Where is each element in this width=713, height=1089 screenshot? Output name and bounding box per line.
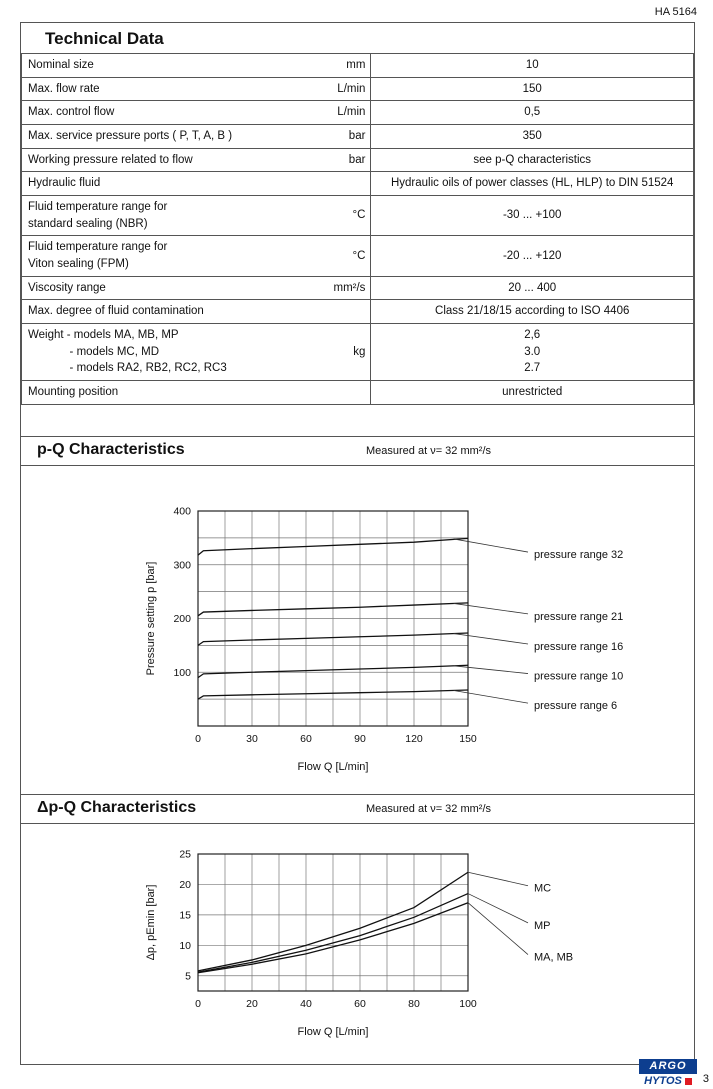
svg-text:60: 60 [354, 998, 366, 1010]
unit-cell: °C [317, 235, 372, 277]
svg-text:120: 120 [405, 733, 423, 745]
param-cell: Fluid temperature range for standard sea… [21, 195, 318, 237]
svg-text:150: 150 [459, 733, 477, 745]
value-cell: unrestricted [370, 380, 694, 405]
unit-cell: mm [317, 53, 372, 78]
logo-red-square-icon [684, 1077, 692, 1085]
unit-cell: mm²/s [317, 275, 372, 301]
value-cell: Class 21/18/15 according to ISO 4406 [370, 299, 694, 325]
svg-text:40: 40 [300, 998, 312, 1010]
value-cell: -30 ... +100 [370, 195, 694, 237]
svg-text:200: 200 [173, 613, 191, 625]
unit-cell: bar [317, 147, 372, 173]
svg-text:20: 20 [179, 879, 191, 891]
param-cell: Fluid temperature range for Viton sealin… [21, 235, 318, 277]
svg-text:60: 60 [300, 733, 312, 745]
value-cell: 150 [370, 76, 694, 102]
argo-hytos-logo: ARGO HYTOS [639, 1059, 697, 1087]
table-row: Viscosity range mm²/s 20 ... 400 [21, 275, 694, 301]
table-row: Max. control flow L/min 0,5 [21, 100, 694, 126]
unit-cell: kg [317, 323, 372, 382]
svg-text:90: 90 [354, 733, 366, 745]
svg-text:400: 400 [173, 506, 191, 518]
value-cell: Hydraulic oils of power classes (HL, HLP… [370, 171, 694, 197]
svg-text:MC: MC [534, 883, 551, 895]
content-frame: Technical Data Nominal size mm 10 Max. flow… [20, 22, 695, 1065]
logo-hytos-text: HYTOS [644, 1075, 682, 1087]
param-cell: Working pressure related to flow [21, 147, 318, 173]
value-cell: -20 ... +120 [370, 235, 694, 277]
pq-chart: 0 30 60 90 120 150 100 200 300 400 Flow Q [L/min] P… [145, 506, 623, 774]
param-cell: Max. degree of fluid contamination [21, 299, 318, 325]
table-row: Max. service pressure ports ( P, T, A, B… [21, 124, 694, 149]
svg-text:MA, MB: MA, MB [534, 952, 573, 964]
param-cell: Max. flow rate [21, 76, 318, 102]
svg-text:300: 300 [173, 559, 191, 571]
svg-text:15: 15 [179, 909, 191, 921]
unit-cell [317, 171, 372, 197]
param-cell: Hydraulic fluid [21, 171, 318, 197]
dpq-section-subtitle: Measured at ν= 32 mm²/s [366, 803, 492, 815]
page-number: 3 [702, 1073, 709, 1085]
value-cell: 20 ... 400 [370, 275, 694, 301]
dpq-section-title: Δp-Q Characteristics [37, 799, 197, 816]
svg-text:Flow Q [L/min]: Flow Q [L/min] [298, 761, 369, 773]
svg-text:Pressure setting p [bar]: Pressure setting p [bar] [145, 562, 157, 676]
unit-cell: L/min [317, 100, 372, 126]
svg-text:30: 30 [246, 733, 258, 745]
unit-cell: °C [317, 195, 372, 237]
logo-argo-text: ARGO [639, 1059, 697, 1074]
table-row: Working pressure related to flow bar see p… [21, 147, 694, 173]
table-row: Max. flow rate L/min 150 [21, 76, 694, 102]
svg-text:25: 25 [179, 849, 191, 861]
param-cell: Weight - models MA, MB, MP - models MC, … [21, 323, 318, 382]
svg-text:100: 100 [459, 998, 477, 1010]
doc-number: HA 5164 [654, 6, 697, 18]
svg-text:pressure range 6: pressure range 6 [534, 700, 617, 712]
pq-section-header: p-Q Characteristics Measured at ν= 32 mm… [21, 436, 694, 466]
param-cell: Nominal size [21, 53, 318, 78]
dpq-section-header: Δp-Q Characteristics Measured at ν= 32 m… [21, 794, 694, 824]
svg-text:0: 0 [195, 733, 201, 745]
value-cell: 0,5 [370, 100, 694, 126]
value-cell: 10 [370, 53, 694, 78]
table-row: Fluid temperature range for standard sea… [21, 195, 694, 237]
svg-text:80: 80 [408, 998, 420, 1010]
svg-text:20: 20 [246, 998, 258, 1010]
svg-text:pressure range 10: pressure range 10 [534, 671, 623, 683]
unit-cell [317, 299, 372, 325]
value-cell: 350 [370, 124, 694, 149]
value-cell: see p-Q characteristics [370, 147, 694, 173]
param-cell: Mounting position [21, 380, 318, 405]
svg-text:0: 0 [195, 998, 201, 1010]
unit-cell: L/min [317, 76, 372, 102]
technical-data-title: Technical Data [45, 29, 164, 48]
table-row: Max. degree of fluid contamination Class … [21, 299, 694, 325]
table-row: Nominal size mm 10 [21, 53, 694, 78]
pq-section-title: p-Q Characteristics [37, 441, 185, 458]
svg-text:pressure range 32: pressure range 32 [534, 549, 623, 561]
svg-text:Δp, pEmin [bar]: Δp, pEmin [bar] [145, 885, 157, 961]
table-row: Weight - models MA, MB, MP - models MC, … [21, 323, 694, 382]
svg-text:10: 10 [179, 940, 191, 952]
svg-text:pressure range 21: pressure range 21 [534, 611, 623, 623]
param-cell: Max. control flow [21, 100, 318, 126]
unit-cell: bar [317, 124, 372, 149]
svg-text:5: 5 [185, 970, 191, 982]
table-row: Mounting position unrestricted [21, 380, 694, 405]
unit-cell [317, 380, 372, 405]
svg-text:pressure range 16: pressure range 16 [534, 641, 623, 653]
table-row: Hydraulic fluid Hydraulic oils of power c… [21, 171, 694, 197]
svg-text:100: 100 [173, 667, 191, 679]
svg-text:Flow Q [L/min]: Flow Q [L/min] [298, 1026, 369, 1038]
svg-text:MP: MP [534, 920, 551, 932]
dpq-chart: 0 20 40 60 80 100 5 10 15 20 25 Flow Q [L/min] Δp, p… [145, 849, 573, 1039]
table-row: Fluid temperature range for Viton sealin… [21, 235, 694, 277]
param-cell: Viscosity range [21, 275, 318, 301]
value-cell: 2,6 3.0 2.7 [370, 323, 694, 382]
pq-section-subtitle: Measured at ν= 32 mm²/s [366, 445, 492, 457]
param-cell: Max. service pressure ports ( P, T, A, B… [21, 124, 318, 149]
technical-data-table: Nominal size mm 10 Max. flow rate L/min 150 Ma… [21, 53, 694, 405]
